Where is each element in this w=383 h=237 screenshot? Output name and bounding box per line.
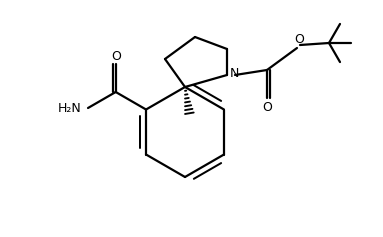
Text: O: O bbox=[111, 50, 121, 63]
Text: O: O bbox=[294, 32, 304, 46]
Text: N: N bbox=[229, 67, 239, 79]
Text: O: O bbox=[262, 100, 272, 114]
Text: H₂N: H₂N bbox=[58, 101, 82, 114]
